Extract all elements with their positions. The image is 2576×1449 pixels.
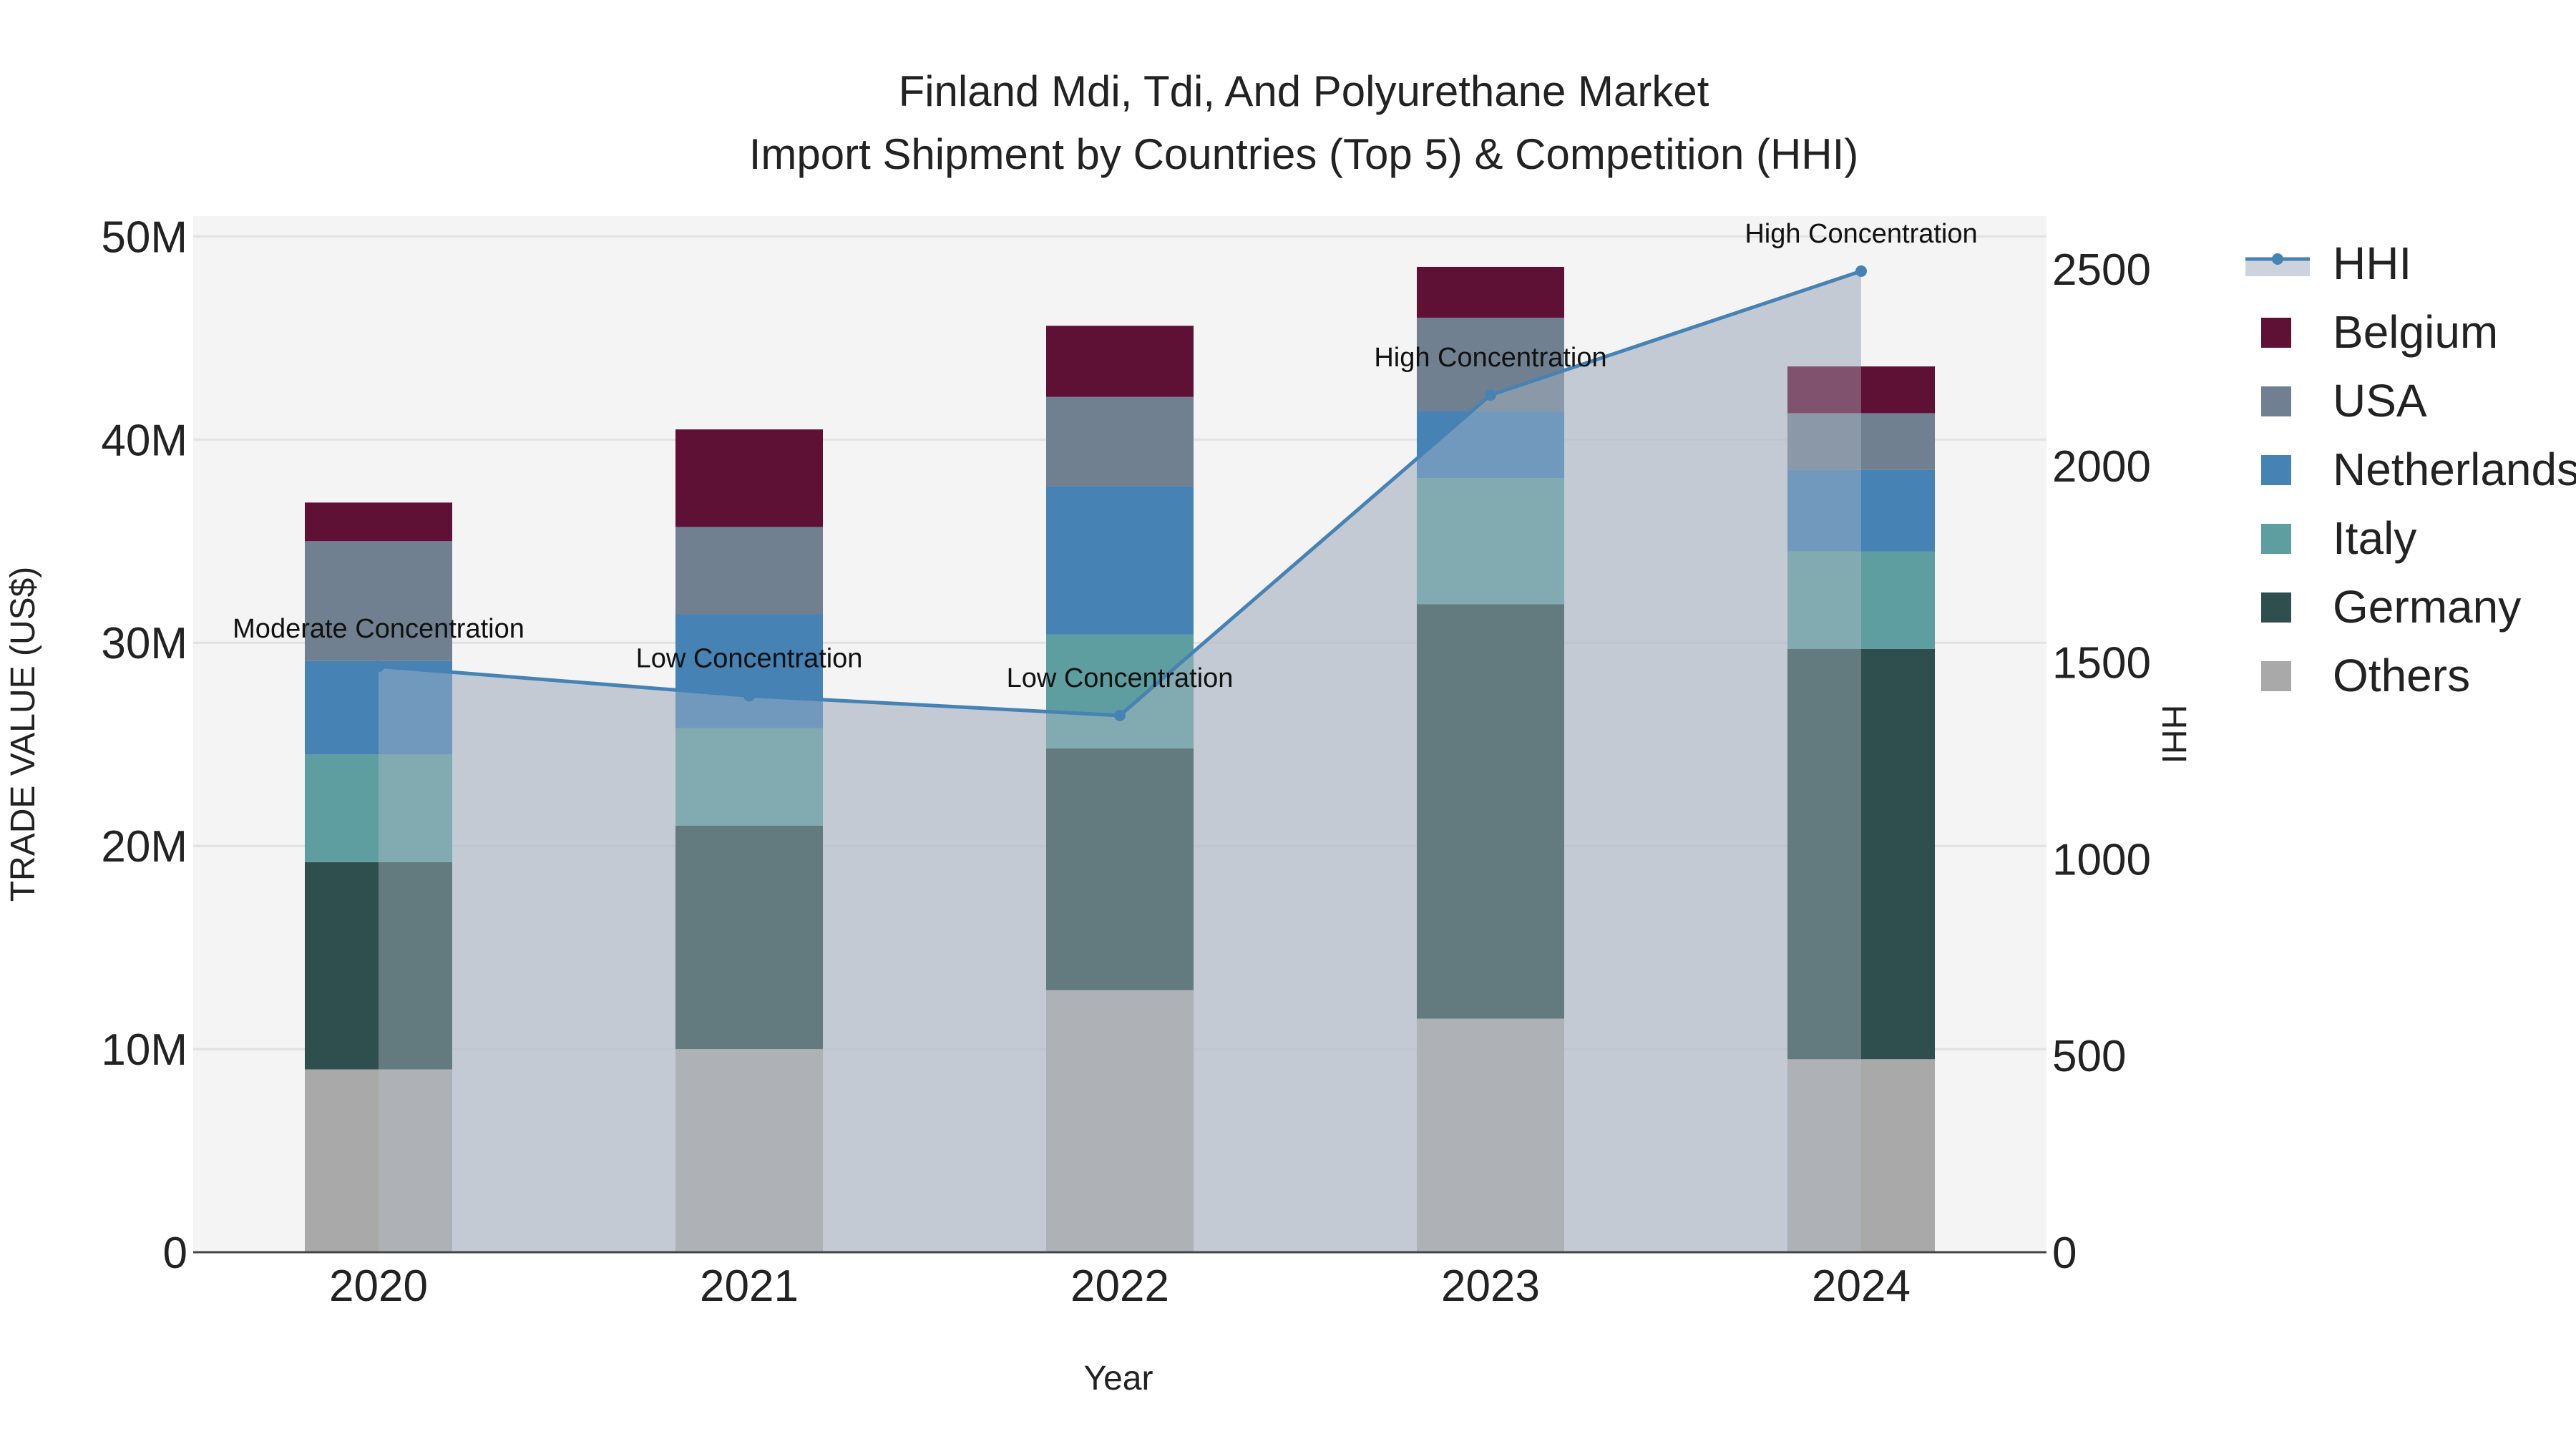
bar-belgium-2022 (1046, 326, 1194, 397)
x-axis-label: Year (1084, 1360, 1153, 1397)
hhi-point-2021 (743, 690, 755, 702)
legend-label-italy: Italy (2333, 512, 2416, 564)
x-tick-label: 2020 (329, 1262, 428, 1311)
y-tick-label: 40M (101, 416, 187, 465)
bar-others-2022 (1046, 990, 1194, 1252)
y-tick-label: 20M (101, 822, 187, 872)
y2-tick-label: 2500 (2052, 245, 2151, 295)
bar-usa-2021 (675, 527, 823, 615)
bar-germany-2020 (305, 862, 452, 1070)
bar-netherlands-2021 (675, 614, 823, 728)
legend-swatch-hhi-marker (2272, 253, 2283, 265)
legend-swatch-netherlands (2261, 455, 2291, 485)
legend-label-usa: USA (2333, 375, 2427, 426)
legend: HHI Belgium USA Netherlands Italy Germany Othe… (2245, 238, 2576, 701)
legend-swatch-usa (2261, 386, 2291, 416)
bar-italy-2022 (1046, 634, 1194, 748)
bar-germany-2021 (675, 825, 823, 1050)
bar-belgium-2021 (675, 429, 823, 527)
chart-title: Finland Mdi, Tdi, And Polyurethane Marke… (899, 67, 1709, 115)
y-tick-label: 50M (101, 213, 187, 262)
hhi-annotation-2023: High Concentration (1374, 343, 1606, 373)
bar-belgium-2024 (1787, 366, 1935, 414)
hhi-annotation-2024: High Concentration (1745, 219, 1977, 249)
y-axis-label: TRADE VALUE (US$) (4, 567, 42, 902)
hhi-annotation-2020: Moderate Concentration (233, 614, 525, 644)
y2-tick-label: 2000 (2052, 442, 2151, 492)
bar-italy-2020 (305, 754, 452, 862)
legend-label-belgium: Belgium (2333, 306, 2498, 358)
y2-tick-label: 0 (2052, 1229, 2077, 1278)
x-tick-label: 2024 (1812, 1262, 1911, 1311)
bar-germany-2023 (1417, 604, 1564, 1019)
annotations-layer: Moderate Concentration Low Concentration L… (233, 219, 1978, 693)
hhi-annotation-2021: Low Concentration (636, 643, 863, 673)
x-tick-label: 2021 (700, 1262, 799, 1311)
bar-italy-2023 (1417, 478, 1564, 605)
hhi-point-2022 (1114, 709, 1126, 721)
y2-tick-label: 1000 (2052, 835, 2151, 884)
legend-label-germany: Germany (2333, 581, 2521, 633)
bar-belgium-2020 (305, 502, 452, 542)
hhi-point-2023 (1485, 389, 1496, 401)
hhi-point-2020 (373, 660, 384, 673)
hhi-point-2024 (1855, 265, 1867, 277)
x-axis-ticks: 2020 2021 2022 2023 2024 (329, 1262, 1911, 1311)
hhi-area-overlay (379, 270, 1861, 1252)
legend-label-others: Others (2333, 650, 2470, 701)
legend-swatch-italy (2261, 524, 2291, 554)
chart-subtitle: Import Shipment by Countries (Top 5) & C… (749, 130, 1859, 178)
y2-tick-label: 1500 (2052, 639, 2151, 688)
bar-germany-2024 (1787, 648, 1935, 1060)
y-axis-ticks: 0 10M 20M 30M 40M 50M (101, 213, 187, 1278)
bar-others-2021 (675, 1049, 823, 1252)
y-tick-label: 10M (101, 1025, 187, 1075)
bar-netherlands-2024 (1787, 469, 1935, 552)
legend-swatch-germany (2261, 592, 2291, 623)
bar-belgium-2023 (1417, 266, 1564, 318)
bar-netherlands-2020 (305, 660, 452, 755)
bar-usa-2022 (1046, 396, 1194, 487)
bar-italy-2024 (1787, 551, 1935, 649)
hhi-annotation-2022: Low Concentration (1007, 663, 1234, 693)
bar-italy-2021 (675, 728, 823, 826)
legend-label-hhi: HHI (2333, 238, 2411, 289)
y-tick-label: 0 (163, 1229, 187, 1278)
y2-axis-ticks: 0 500 1000 1500 2000 2500 (2052, 245, 2151, 1278)
bar-others-2024 (1787, 1059, 1935, 1252)
bars-layer (305, 266, 1935, 1252)
legend-label-netherlands: Netherlands (2333, 444, 2576, 495)
x-tick-label: 2023 (1441, 1262, 1540, 1311)
y2-tick-label: 500 (2052, 1032, 2126, 1081)
bar-usa-2020 (305, 541, 452, 661)
hhi-line-layer (373, 265, 1867, 721)
bar-usa-2024 (1787, 413, 1935, 470)
bar-others-2020 (305, 1069, 452, 1252)
bar-others-2023 (1417, 1018, 1564, 1252)
x-tick-label: 2022 (1070, 1262, 1169, 1311)
y-tick-label: 30M (101, 619, 187, 668)
bar-netherlands-2023 (1417, 411, 1564, 479)
bar-netherlands-2022 (1046, 486, 1194, 635)
legend-swatch-belgium (2261, 318, 2291, 348)
bar-germany-2022 (1046, 748, 1194, 990)
legend-swatch-others (2261, 661, 2291, 691)
y2-axis-label: HHI (2155, 705, 2192, 764)
